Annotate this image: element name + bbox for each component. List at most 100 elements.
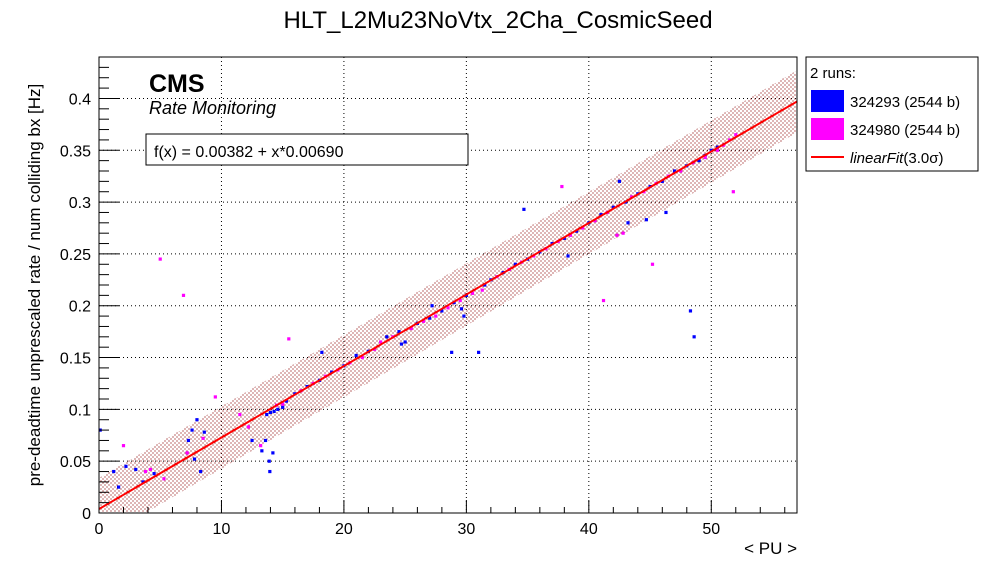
- data-point-s0-21: [272, 409, 276, 414]
- data-point-s1-30: [480, 288, 484, 292]
- x-axis-label: < PU >: [744, 539, 797, 558]
- data-point-s0-20: [268, 410, 273, 415]
- data-point-s0-33: [385, 335, 389, 339]
- data-point-s1-5: [181, 293, 186, 297]
- data-point-s0-22: [276, 407, 280, 411]
- y-tick-label-8: 0.4: [69, 91, 91, 108]
- data-point-s0-38: [428, 316, 432, 320]
- legend: 2 runs: 324293 (2544 b) 324980 (2544 b) …: [805, 56, 979, 172]
- data-point-s0-28: [320, 350, 324, 354]
- x-tick-label-3: 30: [457, 521, 475, 538]
- data-point-s0-63: [626, 221, 630, 225]
- chart-title: HLT_L2Mu23NoVtx_2Cha_CosmicSeed: [283, 7, 712, 34]
- y-tick-label-6: 0.3: [69, 195, 91, 212]
- data-point-s1-8: [213, 395, 217, 399]
- cms-sublabel: Rate Monitoring: [149, 98, 276, 118]
- data-point-s0-10: [195, 418, 199, 422]
- data-point-s1-2: [148, 467, 153, 472]
- data-point-s1-3: [158, 257, 162, 261]
- data-point-s0-7: [186, 438, 190, 443]
- data-point-s0-59: [599, 212, 603, 217]
- data-point-s1-7: [201, 436, 205, 440]
- y-axis-label: pre-deadtime unprescaled rate / num coll…: [25, 84, 44, 487]
- data-point-s0-56: [566, 254, 570, 258]
- data-point-s1-53: [715, 148, 720, 152]
- fit-band: [99, 70, 797, 513]
- y-tick-label-2: 0.1: [69, 402, 91, 419]
- legend-label-324980: 324980 (2544 b): [850, 122, 960, 139]
- data-point-s0-11: [199, 469, 203, 474]
- data-point-s1-10: [246, 425, 250, 429]
- x-tick-label-2: 20: [335, 521, 353, 538]
- data-point-s1-43: [615, 233, 619, 237]
- data-point-s1-37: [560, 184, 564, 189]
- data-point-s1-39: [581, 226, 585, 230]
- data-point-s1-25: [421, 319, 426, 323]
- y-tick-label-7: 0.35: [60, 143, 91, 160]
- data-point-s0-41: [450, 350, 454, 354]
- data-point-s0-73: [697, 159, 701, 163]
- data-point-s0-51: [522, 207, 526, 211]
- y-tick-label-3: 0.15: [60, 351, 91, 368]
- data-point-s1-44: [621, 231, 625, 235]
- data-point-s1-41: [601, 298, 606, 303]
- data-point-s0-1: [112, 469, 116, 474]
- data-point-s0-18: [271, 451, 275, 455]
- legend-label-fit-suffix: (3.0σ): [903, 150, 943, 167]
- legend-label-fit: linearFit(3.0σ): [850, 150, 943, 167]
- y-tick-label-0: 0: [82, 506, 91, 523]
- data-point-s0-46: [477, 350, 481, 354]
- data-point-s0-34: [397, 330, 401, 334]
- cms-label: CMS: [149, 70, 205, 98]
- data-point-s1-29: [470, 291, 475, 295]
- data-point-s0-6: [152, 472, 156, 476]
- data-point-s1-26: [434, 314, 438, 318]
- data-point-s0-36: [403, 340, 407, 344]
- data-point-s1-0: [121, 444, 126, 448]
- axes: 0 10 20 30 40 50 0 0.05 0.1 0.15 0.2 0.25 0.3 0.35 0.4: [60, 56, 786, 538]
- data-point-s0-19: [265, 412, 269, 417]
- data-point-s0-12: [202, 430, 206, 434]
- data-point-s0-68: [664, 210, 668, 215]
- legend-frame: [805, 56, 979, 172]
- legend-swatch-324980: [811, 118, 844, 140]
- data-point-s0-39: [430, 304, 434, 308]
- data-point-s0-43: [459, 307, 464, 311]
- data-point-s0-65: [644, 218, 648, 222]
- data-point-s1-1: [143, 469, 148, 474]
- legend-header: 2 runs:: [810, 65, 856, 82]
- x-tick-label-0: 0: [95, 521, 104, 538]
- legend-label-324293: 324293 (2544 b): [850, 94, 960, 111]
- data-point-s0-35: [399, 342, 404, 346]
- fit-line-layer: [99, 100, 797, 510]
- data-point-s1-14: [287, 337, 291, 341]
- legend-swatch-324293: [811, 90, 844, 112]
- data-point-s0-50: [513, 262, 517, 266]
- data-point-s0-67: [660, 179, 664, 183]
- data-point-s1-50: [679, 169, 683, 173]
- fit-formula-box: f(x) = 0.00382 + x*0.00690: [145, 133, 469, 166]
- data-point-s0-75: [709, 148, 713, 152]
- y-tick-label-1: 0.05: [60, 454, 91, 471]
- data-point-s0-31: [354, 353, 358, 358]
- data-point-s1-22: [379, 340, 383, 344]
- data-point-s0-61: [617, 179, 622, 183]
- data-point-s0-9: [192, 457, 197, 461]
- data-point-s0-40: [440, 309, 444, 313]
- data-point-s0-14: [260, 449, 264, 453]
- data-point-s0-5: [141, 480, 145, 484]
- data-point-s0-72: [692, 335, 696, 339]
- data-point-s0-44: [462, 314, 466, 318]
- data-point-s0-2: [116, 485, 121, 489]
- data-point-s0-16: [267, 459, 271, 463]
- data-point-s1-47: [650, 262, 655, 266]
- data-point-s1-20: [360, 355, 364, 360]
- data-point-s0-4: [134, 467, 138, 472]
- confidence-band-layer: [99, 70, 797, 513]
- fit-line: [99, 100, 797, 510]
- data-point-s0-23: [281, 405, 285, 409]
- data-point-s0-15: [263, 438, 268, 443]
- x-tick-label-1: 10: [213, 521, 231, 538]
- y-tick-label-5: 0.25: [60, 247, 91, 264]
